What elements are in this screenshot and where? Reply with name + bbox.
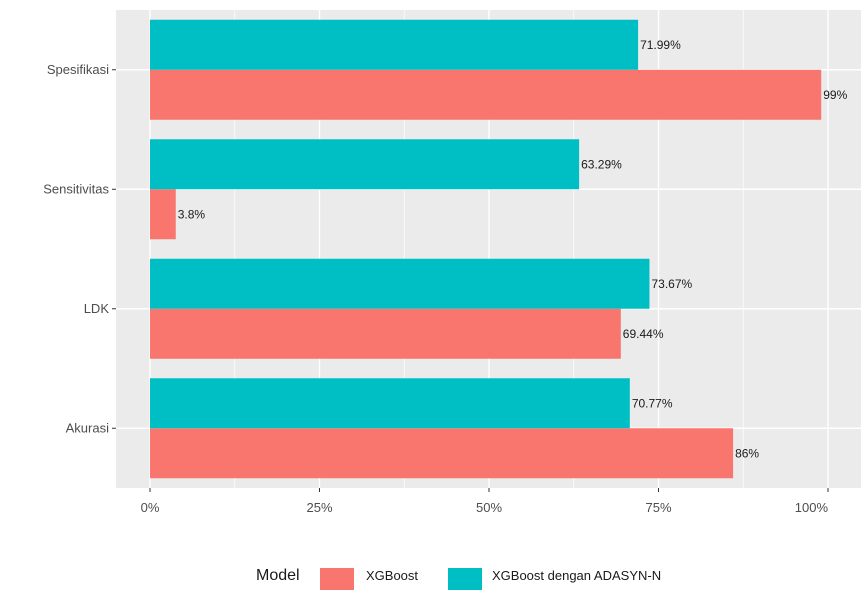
bar-ldk-xgboost-adasyn (150, 258, 650, 309)
x-tick-label: 25% (306, 500, 332, 515)
legend-key-xgboost (320, 568, 354, 590)
bars (150, 19, 822, 479)
bar-sensitivitas-xgboost-adasyn (150, 139, 580, 190)
y-axis: Akurasi LDK Sensitivitas Spesifikasi (43, 62, 116, 435)
bar-spesifikasi-xgboost (150, 69, 822, 120)
legend: Model XGBoost XGBoost dengan ADASYN-N (256, 567, 661, 590)
x-axis: 0% 25% 50% 75% 100% (141, 488, 829, 515)
data-label: 3.8% (178, 207, 206, 221)
data-label: 69.44% (623, 327, 664, 341)
y-tick-label: Sensitivitas (43, 181, 109, 196)
bar-spesifikasi-xgboost-adasyn (150, 19, 639, 70)
y-tick-label: Akurasi (66, 420, 109, 435)
data-label: 71.99% (640, 38, 681, 52)
x-tick-label: 0% (141, 500, 160, 515)
data-label: 63.29% (581, 157, 622, 171)
y-tick-label: LDK (84, 301, 110, 316)
legend-label-xgboost: XGBoost (366, 568, 418, 583)
y-tick-label: Spesifikasi (47, 62, 109, 77)
bar-akurasi-xgboost-adasyn (150, 378, 630, 429)
data-label: 86% (735, 446, 759, 460)
bar-akurasi-xgboost (150, 428, 734, 479)
legend-title: Model (256, 567, 300, 584)
legend-key-xgboost-adasyn (448, 568, 482, 590)
x-tick-label: 50% (476, 500, 502, 515)
data-label: 70.77% (632, 396, 673, 410)
bar-ldk-xgboost (150, 308, 621, 359)
legend-label-xgboost-adasyn: XGBoost dengan ADASYN-N (492, 568, 661, 583)
x-tick-label: 100% (795, 500, 829, 515)
data-label: 73.67% (651, 277, 692, 291)
bar-sensitivitas-xgboost (150, 189, 176, 240)
data-labels: 86% 70.77% 69.44% 73.67% 3.8% 63.29% 99% 71.99% (178, 38, 848, 461)
data-label: 99% (823, 88, 847, 102)
x-tick-label: 75% (645, 500, 671, 515)
